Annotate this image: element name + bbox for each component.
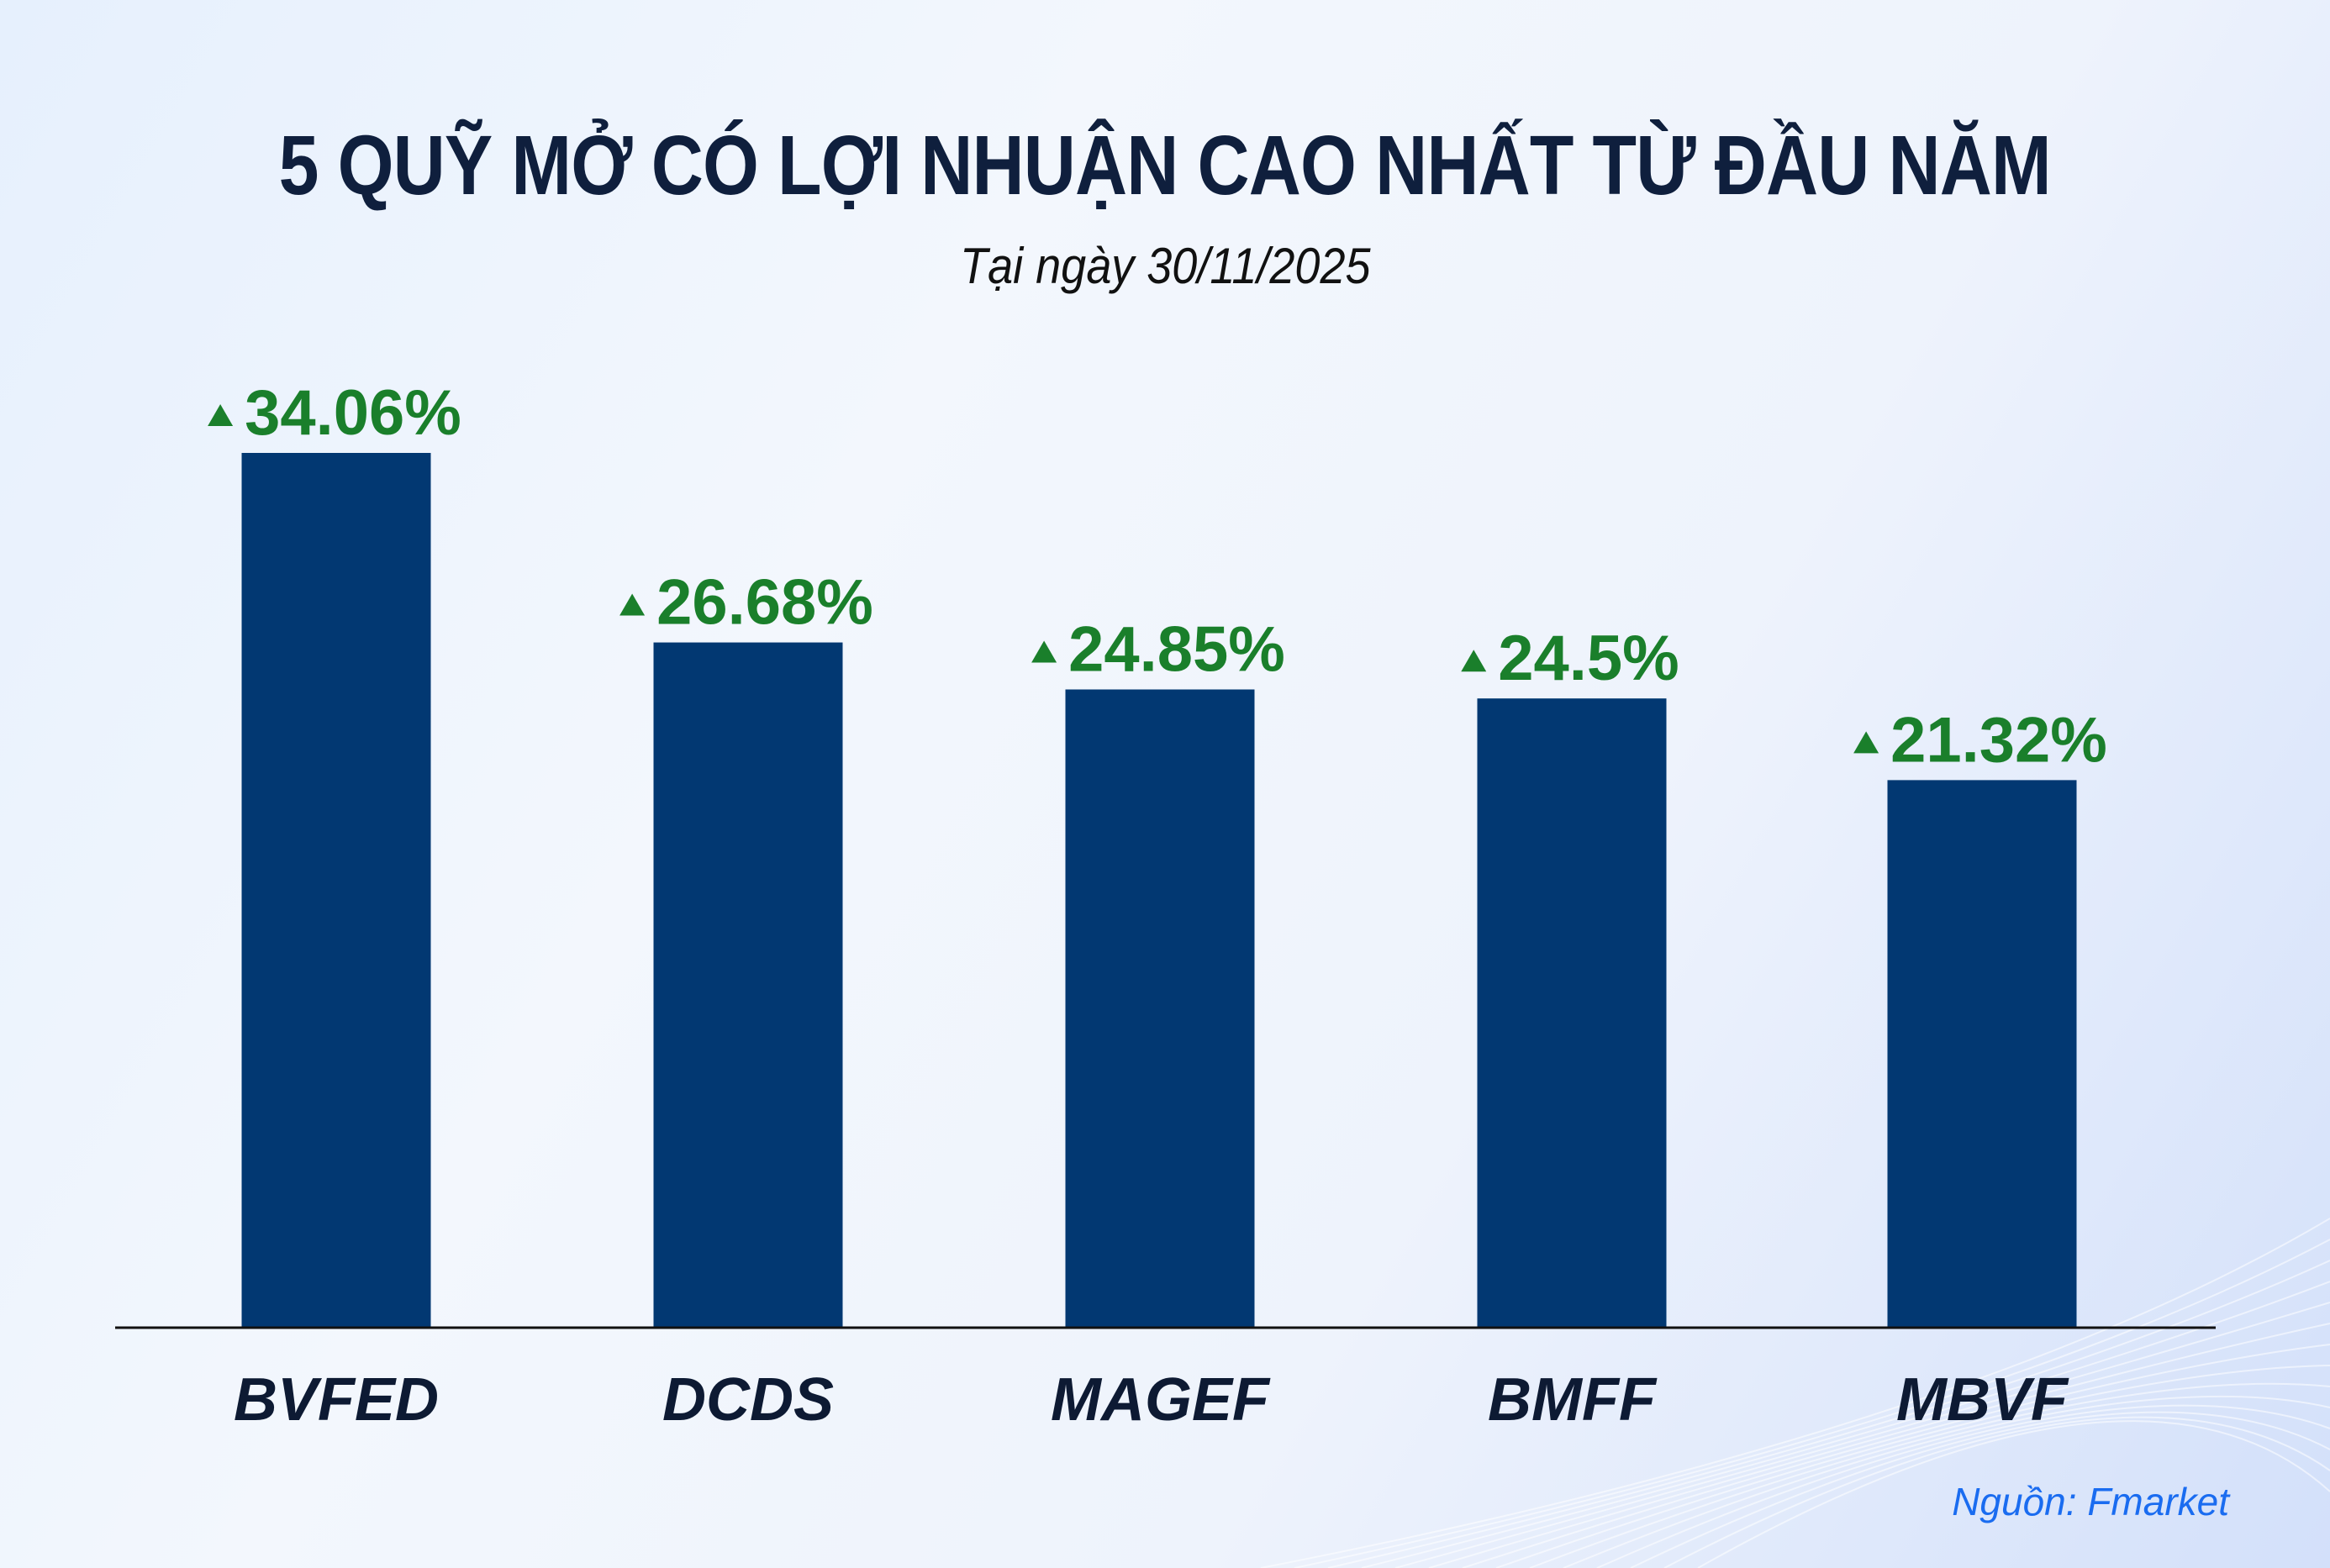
source-note: Nguồn: Fmarket bbox=[1952, 1480, 2229, 1523]
data-label: 26.68% bbox=[619, 567, 873, 639]
decorative-curve bbox=[1663, 1416, 2330, 1568]
decorative-curve bbox=[1495, 1365, 2330, 1568]
chart-title: 5 QUỸ MỞ CÓ LỢI NHUẬN CAO NHẤT TỪ ĐẦU NĂ… bbox=[0, 118, 2330, 214]
data-label: 24.5% bbox=[1461, 623, 1679, 694]
triangle-up-icon bbox=[208, 404, 234, 426]
chart-title-text: 5 QUỸ MỞ CÓ LỢI NHUẬN CAO NHẤT TỪ ĐẦU NĂ… bbox=[278, 118, 2052, 213]
decorative-curve bbox=[1462, 1344, 2330, 1568]
data-label-text: 34.06% bbox=[245, 377, 461, 449]
decorative-curve bbox=[1327, 1260, 2330, 1568]
x-tick-label: BVFED bbox=[234, 1366, 439, 1434]
x-tick-label: MBVF bbox=[1896, 1366, 2069, 1434]
decorative-curve bbox=[1428, 1323, 2330, 1568]
x-tick-label: BMFF bbox=[1488, 1366, 1658, 1434]
bar-bmff bbox=[1477, 698, 1667, 1328]
data-label: 34.06% bbox=[208, 377, 461, 449]
data-label-text: 24.85% bbox=[1068, 613, 1285, 685]
bars-group: 34.06% BVFED 26.68% DCDS 24.85% MAGEF 24.5% BMF… bbox=[208, 377, 2107, 1434]
triangle-up-icon bbox=[1031, 640, 1057, 663]
x-tick-label: DCDS bbox=[662, 1366, 834, 1434]
data-label-text: 24.5% bbox=[1498, 623, 1679, 694]
decorative-curve bbox=[1394, 1302, 2330, 1568]
data-label-text: 26.68% bbox=[656, 567, 873, 639]
chart-subtitle: Tại ngày 30/11/2025 bbox=[0, 237, 2330, 295]
triangle-up-icon bbox=[1853, 731, 1879, 754]
x-tick-label: MAGEF bbox=[1051, 1366, 1271, 1434]
decorative-curve bbox=[1260, 1218, 2330, 1568]
chart-subtitle-text: Tại ngày 30/11/2025 bbox=[959, 238, 1371, 294]
decorative-curve bbox=[1529, 1382, 2330, 1568]
data-label-text: 21.32% bbox=[1890, 704, 2107, 776]
bar-magef bbox=[1065, 689, 1255, 1328]
decorative-curve bbox=[1563, 1395, 2330, 1568]
decorative-curve bbox=[1294, 1239, 2330, 1568]
bar-mbvf bbox=[1887, 780, 2077, 1328]
decorative-curve bbox=[1596, 1404, 2330, 1568]
decorative-curve bbox=[1697, 1420, 2330, 1568]
bar-bvfed bbox=[241, 453, 431, 1328]
data-label: 21.32% bbox=[1853, 704, 2107, 776]
decorative-curve bbox=[1630, 1411, 2330, 1568]
triangle-up-icon bbox=[1461, 650, 1487, 672]
data-label: 24.85% bbox=[1031, 613, 1285, 685]
bar-dcds bbox=[653, 642, 843, 1328]
triangle-up-icon bbox=[619, 593, 646, 616]
decorative-curve bbox=[1361, 1281, 2330, 1568]
